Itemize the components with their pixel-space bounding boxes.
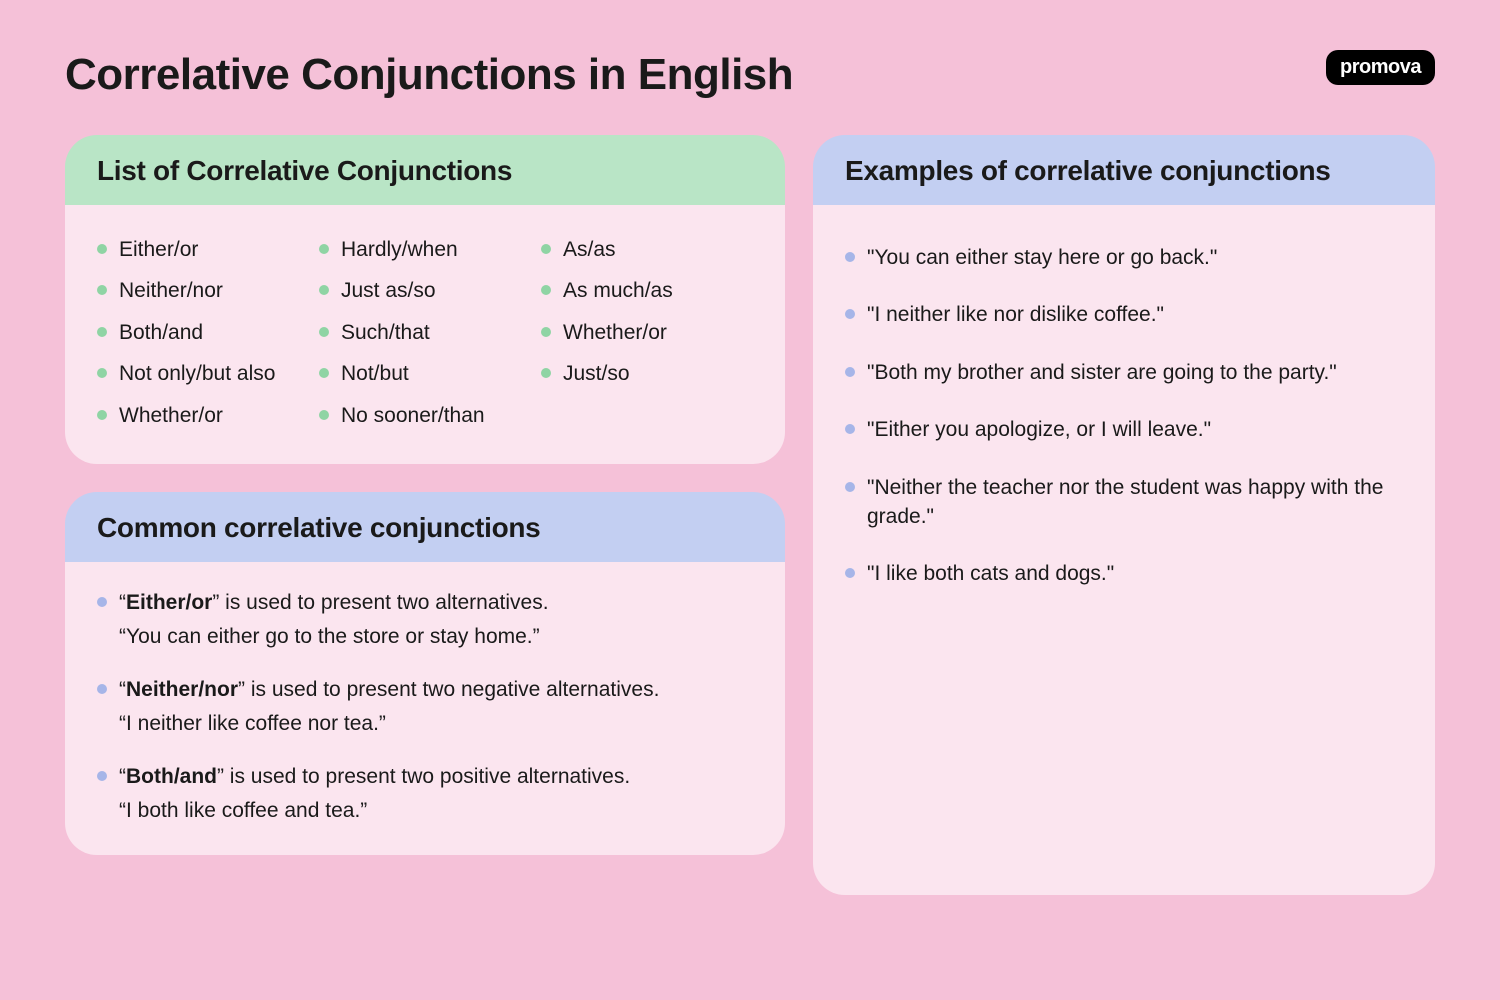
bullet-icon [319, 410, 329, 420]
bullet-icon [97, 285, 107, 295]
list-item-label: Such/that [341, 318, 430, 347]
list-item: No sooner/than [319, 395, 531, 436]
bullet-icon [97, 597, 107, 607]
list-item: Not/but [319, 353, 531, 394]
example-item: "Neither the teacher nor the student was… [845, 459, 1403, 546]
common-entry-text: “Both/and” is used to present two positi… [119, 762, 630, 791]
bullet-icon [845, 568, 855, 578]
example-text: "You can either stay here or go back." [867, 243, 1217, 272]
common-entry-text: “Neither/nor” is used to present two neg… [119, 675, 659, 704]
list-item-label: Whether/or [563, 318, 667, 347]
list-item: Such/that [319, 312, 531, 353]
list-item: Just/so [541, 353, 753, 394]
bullet-icon [845, 252, 855, 262]
bullet-icon [97, 771, 107, 781]
common-entry: “Either/or” is used to present two alter… [97, 586, 753, 653]
bullet-icon [541, 327, 551, 337]
common-entry-head: “Both/and” is used to present two positi… [97, 760, 753, 793]
common-card-body: “Either/or” is used to present two alter… [65, 562, 785, 855]
bullet-icon [319, 285, 329, 295]
bullet-icon [97, 368, 107, 378]
bullet-icon [541, 368, 551, 378]
example-item: "I like both cats and dogs." [845, 545, 1403, 602]
example-text: "Either you apologize, or I will leave." [867, 415, 1211, 444]
bullet-icon [845, 482, 855, 492]
example-text: "I like both cats and dogs." [867, 559, 1114, 588]
bullet-icon [845, 367, 855, 377]
bullet-icon [97, 410, 107, 420]
list-item-label: Neither/nor [119, 276, 223, 305]
list-item: Hardly/when [319, 229, 531, 270]
bullet-icon [541, 244, 551, 254]
brand-logo: promova [1326, 50, 1435, 85]
list-item: Either/or [97, 229, 309, 270]
common-entry-example: “I neither like coffee nor tea.” [119, 708, 753, 740]
list-item-label: Hardly/when [341, 235, 458, 264]
list-item-label: No sooner/than [341, 401, 485, 430]
bullet-icon [97, 327, 107, 337]
common-entry: “Both/and” is used to present two positi… [97, 760, 753, 827]
list-item-label: Not/but [341, 359, 409, 388]
common-entry: “Neither/nor” is used to present two neg… [97, 673, 753, 740]
list-item-label: Either/or [119, 235, 198, 264]
list-card: List of Correlative Conjunctions Either/… [65, 135, 785, 464]
bullet-icon [845, 309, 855, 319]
common-entry-example: “I both like coffee and tea.” [119, 795, 753, 827]
list-item: As/as [541, 229, 753, 270]
bullet-icon [319, 368, 329, 378]
bullet-icon [319, 327, 329, 337]
example-text: "Neither the teacher nor the student was… [867, 473, 1403, 532]
bullet-icon [319, 244, 329, 254]
bullet-icon [97, 244, 107, 254]
example-text: "Both my brother and sister are going to… [867, 358, 1337, 387]
list-item: Both/and [97, 312, 309, 353]
example-text: "I neither like nor dislike coffee." [867, 300, 1164, 329]
common-card-title: Common correlative conjunctions [65, 492, 785, 562]
header-row: Correlative Conjunctions in English prom… [65, 50, 1435, 100]
example-item: "Both my brother and sister are going to… [845, 344, 1403, 401]
list-item: Whether/or [97, 395, 309, 436]
example-item: "I neither like nor dislike coffee." [845, 286, 1403, 343]
list-item: Just as/so [319, 270, 531, 311]
list-card-title: List of Correlative Conjunctions [65, 135, 785, 205]
content-columns: List of Correlative Conjunctions Either/… [65, 135, 1435, 895]
bullet-icon [97, 684, 107, 694]
left-column: List of Correlative Conjunctions Either/… [65, 135, 785, 895]
list-card-body: Either/or Neither/nor Both/and Not only/but… [65, 205, 785, 464]
bullet-icon [541, 285, 551, 295]
example-item: "You can either stay here or go back." [845, 229, 1403, 286]
list-item-label: Not only/but also [119, 359, 275, 388]
list-item: Whether/or [541, 312, 753, 353]
common-card: Common correlative conjunctions “Either/… [65, 492, 785, 855]
right-column: Examples of correlative conjunctions "Yo… [813, 135, 1435, 895]
list-item: Not only/but also [97, 353, 309, 394]
common-entry-text: “Either/or” is used to present two alter… [119, 588, 549, 617]
list-item-label: Just/so [563, 359, 630, 388]
list-item-label: As/as [563, 235, 616, 264]
examples-card-body: "You can either stay here or go back." "I… [813, 205, 1435, 895]
list-item: As much/as [541, 270, 753, 311]
list-item-label: Just as/so [341, 276, 436, 305]
list-item-label: Whether/or [119, 401, 223, 430]
page-title: Correlative Conjunctions in English [65, 50, 793, 100]
example-item: "Either you apologize, or I will leave." [845, 401, 1403, 458]
common-entry-example: “You can either go to the store or stay … [119, 621, 753, 653]
common-entry-head: “Neither/nor” is used to present two neg… [97, 673, 753, 706]
bullet-icon [845, 424, 855, 434]
common-entry-head: “Either/or” is used to present two alter… [97, 586, 753, 619]
list-item-label: Both/and [119, 318, 203, 347]
conjunction-grid: Either/or Neither/nor Both/and Not only/but… [97, 229, 753, 436]
examples-card-title: Examples of correlative conjunctions [813, 135, 1435, 205]
list-item-label: As much/as [563, 276, 673, 305]
list-item: Neither/nor [97, 270, 309, 311]
